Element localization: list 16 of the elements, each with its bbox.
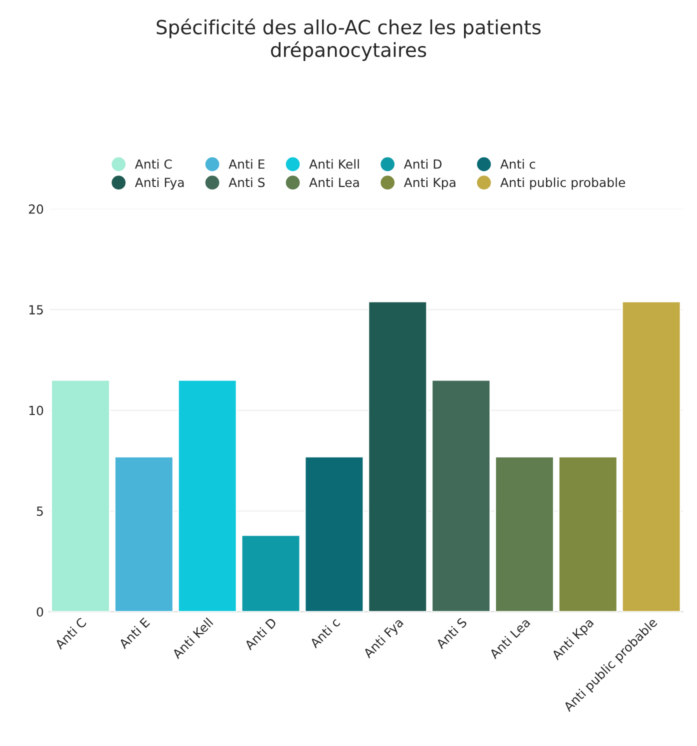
- legend-label: Anti Lea: [309, 177, 359, 188]
- legend-label: Anti c: [500, 159, 536, 169]
- y-tick-label: 5: [36, 506, 43, 516]
- chart-title: Spécificité des allo-AC chez les patients drépanocytaires: [156, 18, 541, 61]
- legend-label: Anti E: [228, 159, 264, 169]
- y-tick-label: 15: [29, 305, 43, 315]
- y-tick-label: 10: [29, 406, 44, 416]
- legend-label: Anti public probable: [500, 177, 626, 190]
- y-tick-label: 20: [28, 204, 44, 214]
- legend-label: Anti S: [228, 177, 265, 188]
- y-tick-label: 0: [36, 607, 44, 617]
- legend-label: Anti Kell: [309, 159, 359, 169]
- legend-label: Anti Fya: [134, 177, 184, 190]
- legend-label: Anti C: [134, 159, 172, 169]
- legend-label: Anti Kpa: [404, 177, 456, 190]
- legend-label: Anti D: [404, 159, 442, 169]
